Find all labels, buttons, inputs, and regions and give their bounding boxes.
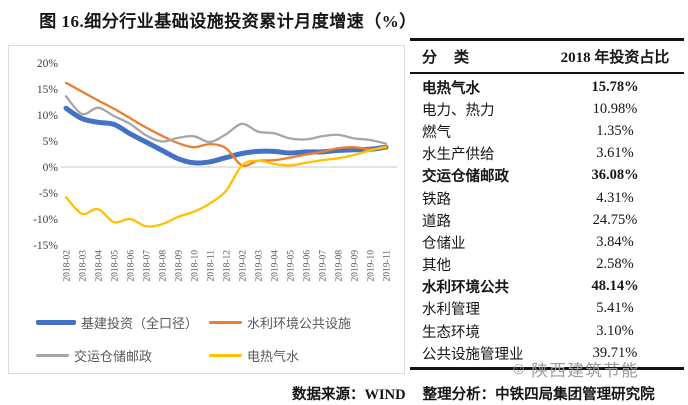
- y-tick-label: 5%: [43, 136, 59, 148]
- x-tick-label: 2019-04: [271, 250, 281, 282]
- row-category: 水利环境公共: [422, 280, 509, 297]
- y-tick-label: -10%: [33, 214, 58, 226]
- line-water-env-public-facilities: [64, 81, 388, 167]
- table-row: 水利环境公共 48.14%: [410, 276, 684, 298]
- row-category: 生态环境: [422, 324, 480, 341]
- legend-label: 基建投资（全口径）: [81, 316, 199, 331]
- y-tick-label: -15%: [33, 240, 58, 252]
- chart-legend: 基建投资（全口径） 水利环境公共设施交运仓储邮政 电热气水: [36, 313, 351, 365]
- row-share-value: 3.84%: [596, 233, 634, 250]
- x-tick-label: 2018-05: [111, 250, 121, 282]
- y-tick-label: 15%: [37, 84, 59, 96]
- y-tick-label: 20%: [37, 58, 59, 70]
- row-share-value: 48.14%: [591, 278, 639, 295]
- table-row: 水生产供给 3.61%: [410, 143, 684, 165]
- row-share-value: 2.58%: [596, 256, 634, 273]
- row-share-value: 36.08%: [591, 167, 639, 184]
- footer: 数据来源：WIND 整理分析：中铁四局集团管理研究院: [292, 383, 655, 404]
- row-share-value: 1.35%: [596, 122, 634, 139]
- legend-label: 电热气水: [247, 349, 300, 364]
- row-category: 其他: [422, 258, 451, 275]
- x-tick-label: 2019-08: [335, 250, 345, 282]
- table-row: 生态环境 3.10%: [410, 320, 684, 342]
- table-row: 交运仓储邮政 36.08%: [410, 165, 684, 187]
- row-share-value: 4.31%: [596, 189, 634, 206]
- legend-item: 基建投资（全口径）: [36, 313, 209, 332]
- legend-label: 水利环境公共设施: [247, 316, 352, 331]
- y-tick-label: 10%: [37, 110, 59, 122]
- legend-line-swatch: [36, 354, 69, 357]
- x-tick-label: 2018-06: [127, 250, 137, 282]
- legend-line-swatch: [36, 320, 76, 325]
- row-category: 电热气水: [422, 80, 480, 97]
- table-row: 其他 2.58%: [410, 254, 684, 276]
- figure-title: 图 16.细分行业基础设施投资累计月度增速（%）: [39, 12, 417, 31]
- watermark-text: 陕西建筑节能: [531, 361, 640, 380]
- x-tick-label: 2019-07: [319, 250, 329, 282]
- x-tick-label: 2019-02: [239, 250, 249, 282]
- row-category: 铁路: [422, 191, 451, 208]
- table-row: 水利管理 5.41%: [410, 298, 684, 320]
- table-header-share: 2018 年投资占比: [560, 50, 670, 66]
- chart-panel: 20% 15% 10% 5% 0% -5% -10% -15% 2018-02 2018-03 20…: [8, 45, 405, 374]
- x-tick-label: 2019-11: [383, 250, 393, 282]
- row-category: 水生产供给: [422, 147, 495, 164]
- y-tick-label: -5%: [39, 188, 59, 200]
- table-header-row: 分 类 2018 年投资占比: [410, 38, 684, 74]
- row-category: 燃气: [422, 124, 451, 141]
- table-row: 公共设施管理业 39.71%: [410, 342, 684, 364]
- x-tick-label: 2019-05: [287, 250, 297, 282]
- x-tick-label: 2018-11: [207, 250, 217, 282]
- legend-item: 交运仓储邮政: [36, 346, 209, 365]
- row-share-value: 3.61%: [596, 145, 634, 162]
- x-tick-label: 2018-03: [79, 250, 89, 282]
- table-row: 电力、热力 10.98%: [410, 98, 684, 120]
- row-share-value: 15.78%: [591, 78, 639, 95]
- row-category: 道路: [422, 213, 451, 230]
- row-category: 仓储业: [422, 235, 466, 252]
- footer-data-source: 数据来源：WIND: [292, 387, 406, 403]
- row-category: 交运仓储邮政: [422, 169, 509, 186]
- table-row: 仓储业 3.84%: [410, 231, 684, 253]
- table-body: 电热气水 15.78% 电力、热力 10.98% 燃气 1.35% 水生产供给 3.61% 交运…: [410, 74, 684, 371]
- x-tick-label: 2018-12: [223, 250, 233, 282]
- legend-line-swatch: [209, 354, 242, 357]
- x-tick-label: 2019-03: [255, 250, 265, 282]
- legend-line-swatch: [209, 321, 242, 324]
- table-header-category: 分 类: [422, 50, 471, 66]
- table-row: 道路 24.75%: [410, 209, 684, 231]
- line-transport-storage-post: [64, 95, 388, 145]
- table-row: 燃气 1.35%: [410, 120, 684, 142]
- line-chart: 20% 15% 10% 5% 0% -5% -10% -15% 2018-02 2018-03 20…: [33, 58, 397, 282]
- table-row: 电热气水 15.78%: [410, 76, 684, 98]
- legend-label: 交运仓储邮政: [74, 349, 153, 364]
- row-category: 公共设施管理业: [422, 346, 524, 363]
- legend-item: 电热气水: [209, 346, 351, 365]
- row-share-value: 5.41%: [596, 300, 634, 317]
- row-share-value: 3.10%: [596, 322, 634, 339]
- row-share-value: 10.98%: [592, 100, 638, 117]
- footer-analysis: 整理分析：中铁四局集团管理研究院: [422, 387, 655, 403]
- x-tick-label: 2019-06: [303, 250, 313, 282]
- x-tick-label: 2018-08: [159, 250, 169, 282]
- line-infrastructure-total: [63, 105, 389, 166]
- y-tick-label: 0%: [43, 162, 59, 174]
- x-tick-label: 2019-09: [351, 250, 361, 282]
- row-share-value: 39.71%: [592, 344, 638, 361]
- line-power-heat-gas-water: [64, 145, 388, 228]
- smiley-icon: ☺: [510, 359, 528, 378]
- x-tick-label: 2018-07: [143, 250, 153, 282]
- table-row: 铁路 4.31%: [410, 187, 684, 209]
- row-category: 水利管理: [422, 302, 480, 319]
- row-share-value: 24.75%: [592, 211, 638, 228]
- x-tick-label: 2018-10: [191, 250, 201, 282]
- row-category: 电力、热力: [422, 102, 495, 119]
- x-tick-label: 2018-09: [175, 250, 185, 282]
- legend-item: 水利环境公共设施: [209, 313, 351, 332]
- watermark: ☺ 陕西建筑节能: [510, 357, 639, 381]
- x-tick-label: 2019-10: [367, 250, 377, 282]
- share-table: 分 类 2018 年投资占比 电热气水 15.78% 电力、热力 10.98% 燃气 1.…: [410, 38, 684, 371]
- x-tick-label: 2018-02: [63, 250, 73, 282]
- x-tick-label: 2018-04: [95, 250, 105, 282]
